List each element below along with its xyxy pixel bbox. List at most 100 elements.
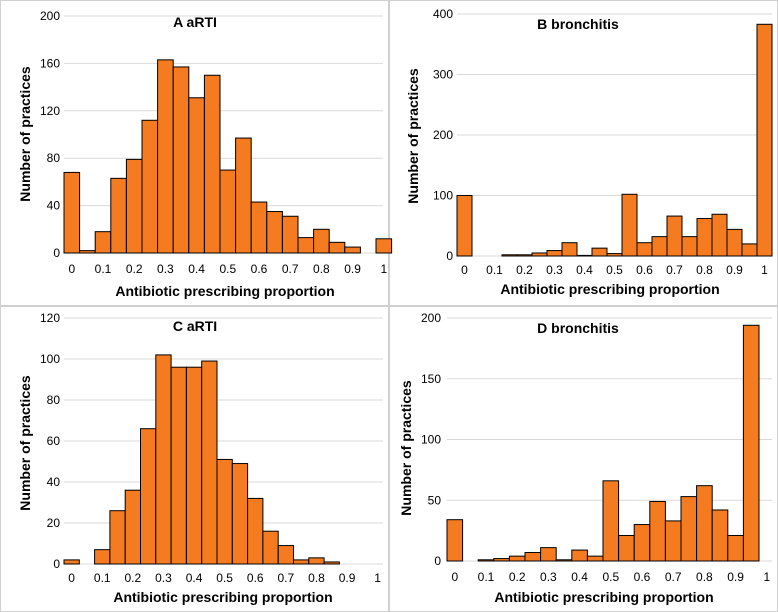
panel-d-bar-0.6 — [633, 524, 651, 562]
panel-a-x-tick-label: 1 — [380, 262, 387, 276]
panel-c-bar-0.75 — [293, 559, 310, 565]
panel-c-y-tick-label: 120 — [40, 311, 60, 325]
panel-a-bar-0.4 — [188, 97, 205, 254]
panel-c-bar-0.3 — [155, 354, 172, 565]
panel-b-bar-0.75 — [681, 236, 698, 257]
panel-a-y-tick-label: 160 — [40, 56, 60, 70]
panel-d-bar-0.9 — [727, 534, 744, 562]
panel-d-bar-0.3 — [540, 547, 557, 562]
panel-b-bar-0.3 — [546, 250, 563, 257]
panel-d-x-tick-label: 1 — [763, 570, 770, 584]
panel-c-x-tick-label: 0 — [68, 571, 75, 585]
panel-d-bar-0.35 — [555, 559, 573, 562]
panel-c-bar-0.7 — [277, 545, 295, 565]
panel-a-bar-0.15 — [110, 177, 127, 254]
panel-d-bar-0.45 — [586, 555, 604, 562]
panel-b-bar-0.65 — [651, 236, 668, 257]
panel-b-y-tick-label: 200 — [433, 128, 453, 142]
panel-b-bar-0.5 — [606, 253, 623, 257]
panel-b-x-tick-label: 0.6 — [636, 263, 653, 277]
panel-d-x-tick-label: 0.8 — [696, 570, 713, 584]
panel-c-bar-0.1 — [94, 549, 111, 565]
panel-c-x-tick-label: 0.3 — [155, 571, 172, 585]
panel-b-bar-0.55 — [621, 193, 638, 257]
panel-a-bar-0.9 — [344, 246, 361, 254]
panel-d-x-tick-label: 0.7 — [665, 570, 682, 584]
panel-a-bar-0.3 — [157, 59, 174, 254]
panel-d-bar-0.15 — [493, 558, 510, 562]
panel-c-x-label: Antibiotic prescribing proportion — [113, 589, 332, 605]
panel-b-x-tick-label: 0.5 — [606, 263, 623, 277]
panel-c-chart: 0 20 40 60 80 100 120 0 0.1 0.2 0.3 0.4 0.5 0.6 0.7 0.… — [17, 311, 383, 605]
panel-a-y-tick-label: 200 — [40, 9, 60, 23]
panel-d-x-tick-label: 0.4 — [571, 570, 588, 584]
panel-d-bar-0.95 — [742, 324, 760, 562]
panel-a-x-tick-label: 0.5 — [219, 262, 236, 276]
panel-c-bar-0.4 — [185, 366, 203, 565]
panel-c-y-tick-label: 80 — [47, 393, 61, 407]
panel-b-x-tick-label: 0.3 — [546, 263, 563, 277]
panel-b-bar-0.45 — [591, 247, 608, 257]
panel-d-title: D bronchitis — [537, 320, 619, 336]
panel-b-bar-0.6 — [636, 242, 653, 257]
panel-c-y-tick-label: 40 — [47, 475, 61, 489]
panel-a-x-label: Antibiotic prescribing proportion — [115, 283, 334, 299]
panel-b-bar-0.35 — [561, 242, 578, 257]
panel-a-x-tick-label: 0.9 — [344, 262, 361, 276]
panel-a-bar-0.85 — [328, 241, 346, 254]
panel-b-x-tick-label: 0.9 — [726, 263, 743, 277]
panel-d-bar-0.2 — [508, 555, 526, 562]
panel-d-bar-0.7 — [664, 520, 682, 562]
panel-a-bar-0.05 — [79, 250, 96, 254]
panel-a-bar-0.55 — [235, 137, 252, 254]
panel-a-bar-0.8 — [313, 228, 330, 254]
panel-a-x-tick-label: 0.8 — [313, 262, 330, 276]
panel-a-bar-0.25 — [141, 119, 159, 254]
panel-d-border — [389, 306, 778, 612]
panel-c-x-tick-label: 0.8 — [308, 571, 325, 585]
panel-d-bar-0.25 — [524, 551, 542, 562]
panel-d-bar-0.8 — [696, 485, 713, 562]
panel-c-x-tick-label: 0.4 — [186, 571, 203, 585]
panel-d-bar-0.65 — [649, 500, 666, 562]
panel-b-y-tick-label: 300 — [433, 68, 453, 82]
panel-c-y-tick-label: 60 — [47, 434, 61, 448]
panel-b-x-label: Antibiotic prescribing proportion — [500, 281, 719, 297]
panel-b-bar-1 — [756, 23, 773, 257]
panel-a-x-tick-label: 0.2 — [126, 262, 143, 276]
panel-a-border — [0, 0, 389, 306]
panel-d-x-tick-label: 0.6 — [634, 570, 651, 584]
panel-a-chart: 0 40 80 120 160 200 0 0.1 0.2 0.3 0.4 0.5 0.6 0.7 0.8… — [17, 9, 393, 299]
panel-d-y-tick-label: 100 — [421, 433, 441, 447]
panel-a-bar-0.6 — [250, 201, 268, 254]
panel-b-x-tick-label: 0.4 — [576, 263, 593, 277]
panel-d-x-label: Antibiotic prescribing proportion — [494, 589, 713, 605]
panel-b-bar-0.4 — [576, 254, 593, 257]
panel-d-bar-0.4 — [571, 549, 588, 562]
panel-c-y-tick-label: 0 — [53, 557, 60, 571]
panel-a-bar-0.45 — [203, 74, 221, 254]
panel-c-x-tick-label: 0.1 — [94, 571, 111, 585]
panel-b-x-tick-label: 0.1 — [486, 263, 503, 277]
panel-d-y-label: Number of practices — [398, 380, 414, 516]
panel-d-y-tick-label: 150 — [421, 372, 441, 386]
panel-a-x-tick-label: 0.3 — [157, 262, 174, 276]
panel-c-title: C aRTI — [173, 318, 217, 334]
panel-b-y-tick-label: 400 — [433, 7, 453, 21]
panel-a-y-tick-label: 40 — [47, 199, 61, 213]
panel-b-bar-0 — [456, 195, 473, 257]
panel-c-bar-0.15 — [109, 510, 126, 565]
panel-c-x-tick-label: 1 — [374, 571, 381, 585]
panel-d-x-tick-label: 0.9 — [727, 570, 744, 584]
panel-d-x-tick-label: 0.3 — [540, 570, 557, 584]
panel-a-y-label: Number of practices — [17, 66, 33, 202]
panel-d-bar-0 — [446, 519, 464, 562]
panel-c-bar-0.85 — [323, 561, 340, 565]
panel-c-x-tick-label: 0.6 — [247, 571, 264, 585]
panel-a-bar-0.75 — [297, 237, 315, 254]
panel-a-x-tick-label: 0.6 — [251, 262, 268, 276]
panel-b-chart: 0 100 200 300 400 0 0.1 0.2 0.3 0.4 0.5 0.6 0.7 0.8 0… — [405, 7, 773, 297]
panel-b-bar-0.25 — [531, 252, 548, 257]
panel-d-bar-0.5 — [602, 480, 620, 562]
panel-b-x-tick-label: 0.8 — [696, 263, 713, 277]
